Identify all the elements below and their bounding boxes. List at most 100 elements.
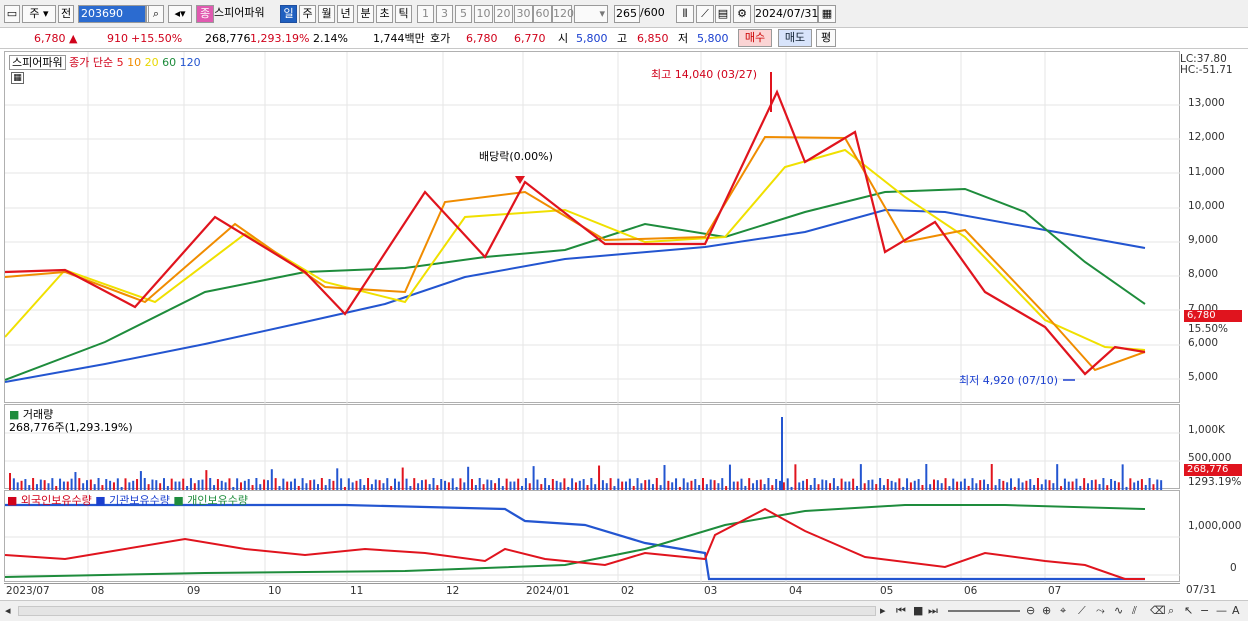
volume-bar: [513, 481, 516, 490]
layout-icon[interactable]: ▭: [4, 5, 20, 23]
eval-button[interactable]: 평: [816, 29, 836, 47]
holdings-chart-pane[interactable]: ■ 외국인보유수량 ■ 기관보유수량 ■ 개인보유수량: [4, 490, 1181, 583]
market-select[interactable]: 주 ▾: [22, 5, 56, 23]
ma-line-4: [5, 89, 1146, 376]
price-chart-pane[interactable]: 스피어파워 종가 단순 5 10 20 60 120 ▦ 최고 14,040 (…: [4, 51, 1181, 404]
interval-120-button[interactable]: 120: [552, 5, 574, 23]
period-month-button[interactable]: 월: [318, 5, 335, 23]
chart-scrollbar[interactable]: ◂ ▸ ⏮ ■ ⏭ ⊖ ⊕ ⌖ ⟋ ⤳ ∿ ⫽ ⌫ ⌕ ↖ − — A: [0, 600, 1248, 621]
stop-icon[interactable]: ■: [913, 604, 924, 617]
interval-3-button[interactable]: 3: [436, 5, 453, 23]
scroll-track[interactable]: [18, 606, 876, 616]
price-legend-name[interactable]: 스피어파워: [9, 55, 66, 70]
volume-bar: [305, 483, 308, 490]
period-year-button[interactable]: 년: [337, 5, 354, 23]
bar-count-input[interactable]: 265: [614, 5, 640, 23]
interval-60-button[interactable]: 60: [533, 5, 552, 23]
rewind-icon[interactable]: ⏮: [896, 604, 906, 617]
period-minute-button[interactable]: 분: [357, 5, 374, 23]
volume-bar: [270, 469, 273, 490]
turnover-rate: 2.14%: [313, 32, 348, 45]
volume-bar: [205, 470, 208, 490]
zoom-out-icon[interactable]: ⊖: [1026, 604, 1036, 617]
line-icon[interactable]: —: [1216, 604, 1227, 617]
vol-tick-500k: 500,000: [1188, 452, 1232, 464]
holdings-legend: ■ 외국인보유수량 ■ 기관보유수량 ■ 개인보유수량: [7, 492, 248, 508]
volume-bar: [1087, 483, 1089, 490]
volume-bar: [979, 480, 982, 490]
volume-bar: [578, 480, 581, 490]
period-day-button[interactable]: 일: [280, 5, 297, 23]
open-label: 시: [558, 32, 569, 45]
wave-tool-icon[interactable]: ∿: [1114, 604, 1124, 617]
zoom-slider[interactable]: [948, 610, 1020, 612]
pointer-icon[interactable]: ↖: [1184, 604, 1194, 617]
volume-bar: [1044, 479, 1047, 490]
volume-bar: [59, 478, 62, 490]
line-tool-icon[interactable]: ⟋: [1078, 604, 1086, 617]
volume-bar: [1002, 480, 1005, 490]
volume-bar: [1052, 483, 1055, 490]
interval-30-button[interactable]: 30: [514, 5, 533, 23]
erase-tool-icon[interactable]: ⌫: [1150, 604, 1166, 617]
volume-bar: [186, 486, 189, 490]
zoom-in-icon[interactable]: ⊕: [1042, 604, 1052, 617]
volume-bar: [355, 480, 358, 490]
volume-bar: [474, 485, 477, 490]
forward-icon[interactable]: ⏭: [928, 604, 938, 617]
minus-icon[interactable]: −: [1200, 604, 1210, 617]
interval-20-button[interactable]: 20: [494, 5, 513, 23]
institution-line: [5, 503, 1145, 581]
trend-tool-icon[interactable]: ⤳: [1096, 604, 1105, 617]
search-icon[interactable]: ⌕: [148, 5, 164, 23]
volume-bar: [1102, 478, 1105, 490]
buy-button[interactable]: 매수: [738, 29, 772, 47]
volume-bar: [266, 480, 269, 490]
magnifier-icon[interactable]: ⌕: [1168, 604, 1175, 617]
calendar-icon[interactable]: ▦: [818, 5, 836, 23]
sell-button[interactable]: 매도: [778, 29, 812, 47]
period-week-button[interactable]: 주: [299, 5, 316, 23]
candle-type-icon[interactable]: ⫴: [676, 5, 694, 23]
period-second-button[interactable]: 초: [376, 5, 393, 23]
ask-price: 6,780: [466, 32, 498, 45]
scroll-left-icon[interactable]: ◂: [5, 604, 11, 617]
crosshair-icon[interactable]: ⌖: [1060, 604, 1067, 617]
settings-gear-icon[interactable]: ⚙: [733, 5, 751, 23]
volume-bar: [613, 486, 616, 490]
interval-5-button[interactable]: 5: [455, 5, 472, 23]
interval-1-button[interactable]: 1: [417, 5, 434, 23]
volume-bar: [1110, 479, 1113, 490]
change-percent: +15.50%: [131, 32, 183, 45]
save-icon[interactable]: ▤: [715, 5, 731, 23]
draw-tools-icon[interactable]: ⟋: [696, 5, 714, 23]
sound-icon[interactable]: ◂▾: [168, 5, 192, 23]
scroll-right-icon[interactable]: ▸: [880, 604, 886, 617]
volume-bar: [882, 485, 885, 490]
volume-bar: [1075, 478, 1078, 490]
fib-tool-icon[interactable]: ⫽: [1132, 604, 1137, 617]
holdings-y-axis: 1,000,000 0: [1180, 490, 1244, 582]
volume-bar: [290, 481, 293, 490]
volume-bar: [263, 479, 266, 490]
interval-10-button[interactable]: 10: [474, 5, 493, 23]
table-icon[interactable]: ▦: [11, 72, 24, 84]
volume-bar: [424, 479, 427, 490]
date-input[interactable]: 2024/07/31: [754, 5, 818, 23]
volume-bar: [667, 480, 670, 490]
period-tick-button[interactable]: 틱: [395, 5, 412, 23]
interval-custom-select[interactable]: ▾: [574, 5, 608, 23]
volume-bar: [775, 479, 778, 490]
volume-chart-pane[interactable]: ■ 거래량 268,776주(1,293.19%): [4, 404, 1181, 490]
price-y-axis: LC:37.80 HC:-51.71 13,000 12,000 11,000 …: [1180, 51, 1244, 403]
volume-bar: [343, 486, 346, 490]
volume-bar: [856, 485, 858, 490]
prev-button[interactable]: 전: [58, 5, 74, 23]
stock-code-input[interactable]: 203690: [78, 5, 146, 23]
y-tick-9000: 9,000: [1188, 234, 1219, 246]
volume-bar: [990, 464, 993, 490]
volume-bar: [879, 478, 882, 490]
text-tool-icon[interactable]: A: [1232, 604, 1240, 617]
volume-bar: [1033, 484, 1036, 490]
volume-bar: [1125, 486, 1128, 490]
